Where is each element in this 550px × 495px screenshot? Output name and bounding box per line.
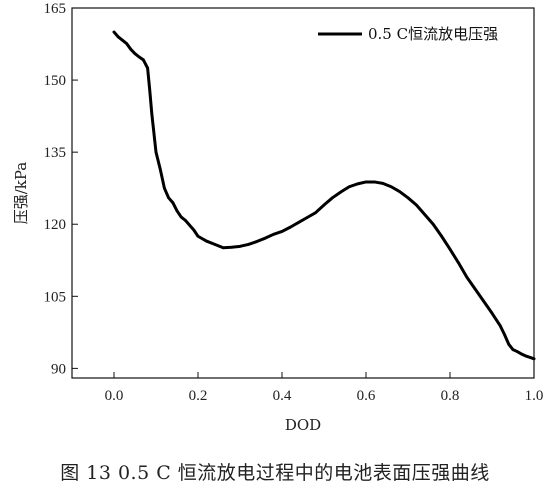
data-point — [263, 236, 267, 240]
data-point — [331, 196, 334, 200]
data-point — [524, 354, 527, 358]
data-point — [221, 246, 225, 250]
data-point — [423, 213, 427, 216]
data-point — [125, 42, 128, 45]
data-point — [415, 203, 418, 207]
plot-frame — [71, 7, 535, 379]
legend-label: 0.5 C恒流放电压强 — [368, 25, 498, 43]
data-point — [171, 201, 175, 204]
data-point — [406, 196, 410, 200]
x-tick-label: 0.6 — [357, 388, 376, 404]
y-axis: 90 105 120 135 150 165 — [44, 1, 78, 377]
x-axis-title: DOD — [285, 416, 321, 434]
data-point — [528, 356, 532, 359]
data-point — [373, 180, 376, 184]
data-point — [347, 185, 351, 189]
data-point — [238, 245, 242, 248]
data-point — [255, 240, 259, 243]
data-point — [356, 182, 359, 186]
data-point — [520, 352, 523, 356]
y-tick-label: 120 — [44, 217, 67, 233]
data-point — [322, 203, 326, 207]
data-point — [473, 287, 477, 291]
data-point — [490, 311, 494, 315]
data-point — [121, 38, 124, 42]
data-point — [133, 52, 137, 55]
x-tick-label: 0.0 — [105, 388, 124, 404]
legend: 0.5 C恒流放电压强 — [318, 25, 498, 43]
data-point — [158, 167, 162, 171]
y-tick-label: 150 — [44, 73, 67, 89]
data-point — [532, 357, 536, 361]
data-point — [381, 182, 385, 185]
data-point — [314, 211, 317, 214]
data-point — [499, 324, 502, 328]
data-point — [213, 243, 217, 246]
data-point — [247, 243, 250, 246]
x-axis: 0.0 0.2 0.4 0.6 0.8 1.0 — [105, 372, 544, 404]
x-tick-label: 0.8 — [441, 388, 460, 404]
data-point — [175, 209, 179, 213]
data-point — [167, 196, 170, 200]
data-point — [188, 223, 191, 227]
data-point — [142, 58, 145, 62]
data-point — [184, 219, 187, 222]
data-point — [116, 35, 120, 39]
data-point — [398, 190, 401, 193]
data-point — [129, 48, 133, 51]
data-point — [146, 66, 149, 70]
data-point — [440, 234, 443, 238]
y-axis-title: 压强/kPa — [12, 162, 30, 225]
data-point — [205, 239, 208, 243]
series-points — [112, 30, 536, 361]
data-point — [154, 150, 158, 154]
data-point — [230, 246, 233, 249]
data-point — [305, 216, 309, 219]
data-point — [339, 190, 343, 194]
data-point — [137, 55, 141, 59]
x-tick-label: 0.4 — [273, 388, 292, 404]
data-point — [511, 348, 515, 351]
data-point — [482, 299, 485, 303]
y-tick-label: 105 — [44, 289, 67, 305]
data-point — [272, 233, 275, 236]
y-tick-label: 135 — [44, 145, 67, 161]
data-point — [465, 275, 469, 279]
data-point — [289, 225, 292, 229]
y-tick-label: 165 — [44, 1, 67, 17]
data-point — [112, 30, 116, 34]
chart: 90 105 120 135 150 165 0.0 0.2 0.4 0.6 0.8 1.0 DOD… — [12, 1, 544, 434]
data-point — [448, 247, 452, 251]
data-point — [457, 261, 460, 264]
data-point — [196, 234, 200, 238]
data-point — [192, 228, 196, 232]
y-tick-label: 90 — [51, 361, 66, 377]
data-point — [431, 222, 435, 226]
x-tick-label: 1.0 — [525, 388, 544, 404]
data-point — [163, 186, 166, 190]
figure-caption: 图 13 0.5 C 恒流放电过程中的电池表面压强曲线 — [60, 462, 490, 484]
x-tick-label: 0.2 — [189, 388, 208, 404]
data-point — [297, 221, 301, 224]
data-point — [503, 333, 506, 337]
data-point — [150, 112, 154, 116]
pressure-series-line — [112, 30, 536, 361]
data-point — [364, 180, 368, 184]
data-point — [148, 88, 151, 91]
data-point — [389, 185, 393, 189]
data-point — [507, 343, 511, 346]
data-point — [179, 215, 183, 219]
data-point — [515, 350, 519, 353]
data-point — [280, 230, 284, 233]
